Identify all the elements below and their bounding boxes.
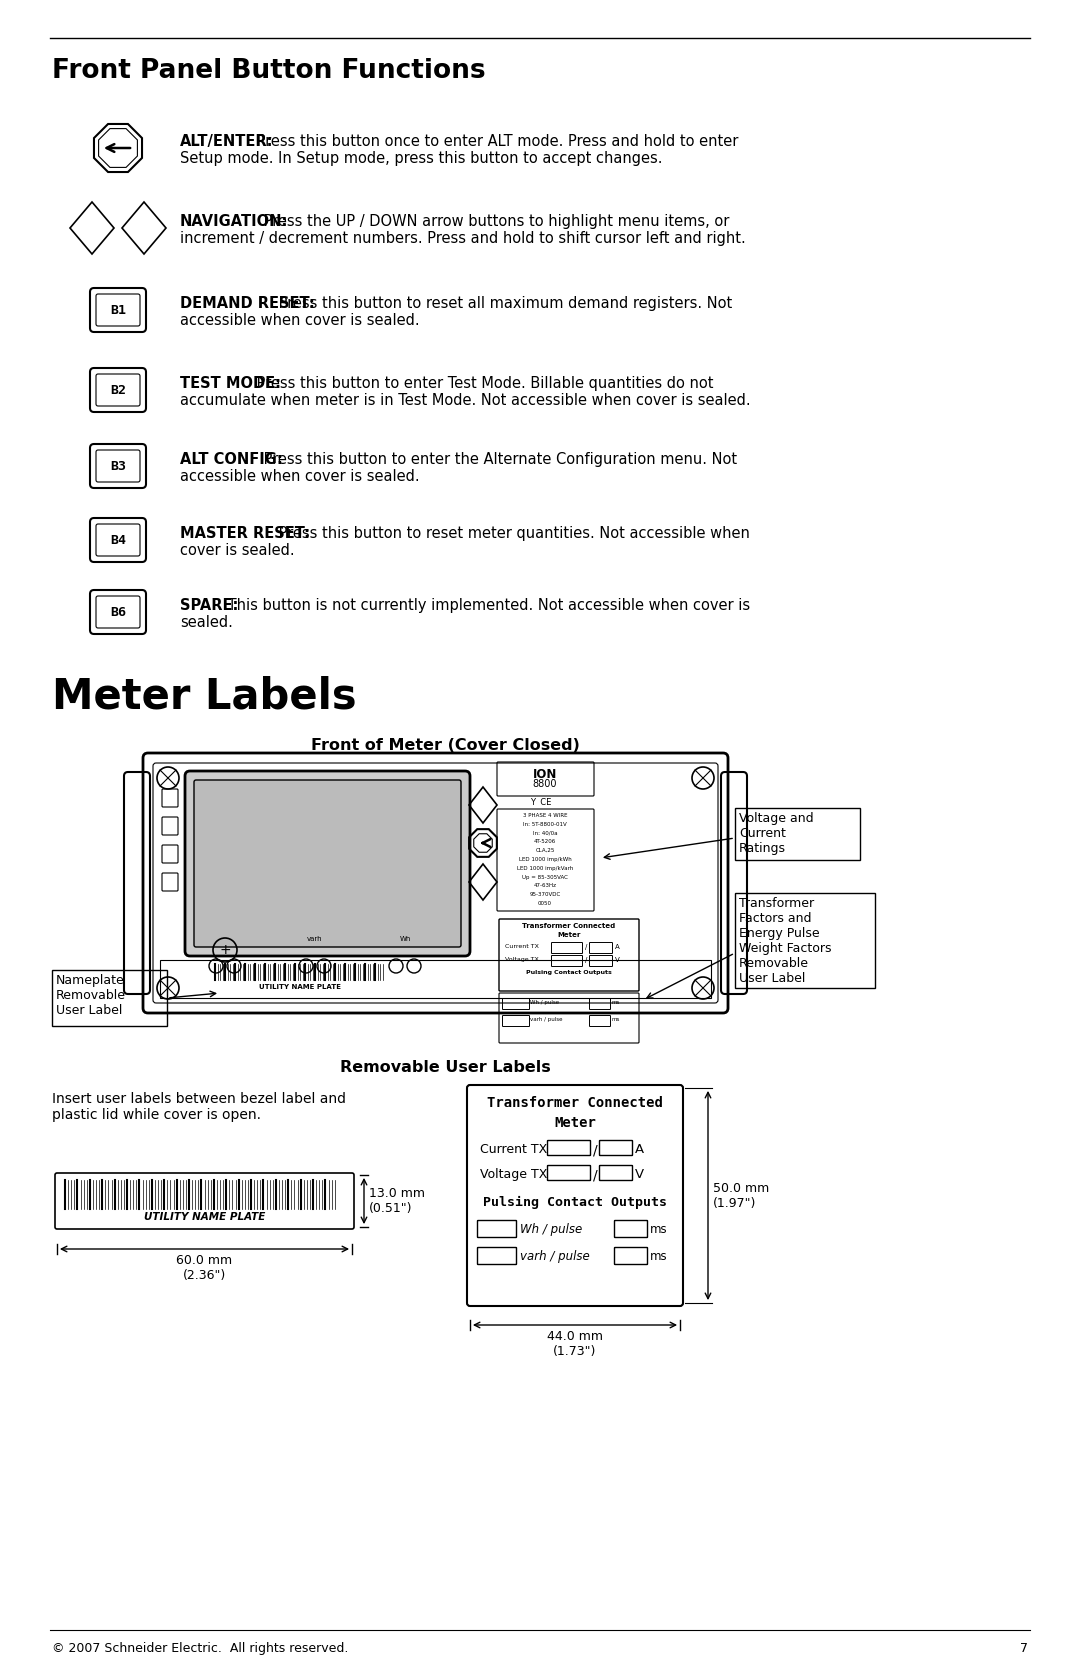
Text: In: 40/0a: In: 40/0a — [532, 831, 557, 836]
Text: +: + — [219, 943, 231, 956]
Text: MASTER RESET:: MASTER RESET: — [180, 526, 310, 541]
Bar — [160, 960, 711, 998]
Text: Voltage and
Current
Ratings: Voltage and Current Ratings — [739, 813, 813, 855]
Text: 47-63Hz: 47-63Hz — [534, 883, 556, 888]
Text: 4T-5206: 4T-5206 — [534, 840, 556, 845]
Text: UTILITY NAME PLATE: UTILITY NAME PLATE — [144, 1212, 266, 1222]
Bar — [52, 970, 167, 1026]
Text: © 2007 Schneider Electric.  All rights reserved.: © 2007 Schneider Electric. All rights re… — [52, 1642, 349, 1656]
Text: varh / pulse: varh / pulse — [530, 1016, 563, 1021]
Text: V: V — [635, 1168, 644, 1182]
Text: Removable User Labels: Removable User Labels — [339, 1060, 551, 1075]
Text: Front Panel Button Functions: Front Panel Button Functions — [52, 58, 486, 83]
Text: ms: ms — [650, 1250, 667, 1263]
Text: increment / decrement numbers. Press and hold to shift cursor left and right.: increment / decrement numbers. Press and… — [180, 230, 746, 245]
Text: NAVIGATION:: NAVIGATION: — [180, 214, 288, 229]
Text: 3 PHASE 4 WIRE: 3 PHASE 4 WIRE — [523, 813, 567, 818]
Text: B6: B6 — [110, 606, 126, 619]
Text: 50.0 mm
(1.97"): 50.0 mm (1.97") — [713, 1182, 769, 1210]
Text: UTILITY NAME PLATE: UTILITY NAME PLATE — [259, 985, 341, 990]
Text: Setup mode. In Setup mode, press this button to accept changes.: Setup mode. In Setup mode, press this bu… — [180, 150, 662, 165]
Text: A: A — [615, 945, 620, 950]
Text: 60.0 mm
(2.36"): 60.0 mm (2.36") — [176, 1253, 232, 1282]
Text: ALT CONFIG:: ALT CONFIG: — [180, 452, 283, 467]
Text: ms: ms — [612, 1000, 620, 1005]
Text: Press this button to reset meter quantities. Not accessible when: Press this button to reset meter quantit… — [273, 526, 750, 541]
Text: varh / pulse: varh / pulse — [519, 1250, 590, 1263]
Text: 44.0 mm
(1.73"): 44.0 mm (1.73") — [546, 1330, 603, 1359]
Text: /: / — [585, 956, 588, 963]
Text: Press this button once to enter ALT mode. Press and hold to enter: Press this button once to enter ALT mode… — [252, 134, 739, 149]
Text: LED 1000 imp/kVarh: LED 1000 imp/kVarh — [517, 866, 573, 871]
FancyBboxPatch shape — [194, 779, 461, 946]
Text: B4: B4 — [110, 534, 126, 546]
Text: Transformer Connected: Transformer Connected — [487, 1097, 663, 1110]
Text: accessible when cover is sealed.: accessible when cover is sealed. — [180, 314, 420, 329]
Text: Press this button to enter Test Mode. Billable quantities do not: Press this button to enter Test Mode. Bi… — [252, 376, 714, 391]
Text: Wh: Wh — [400, 936, 410, 941]
Text: accumulate when meter is in Test Mode. Not accessible when cover is sealed.: accumulate when meter is in Test Mode. N… — [180, 392, 751, 407]
Text: 0050: 0050 — [538, 901, 552, 906]
Text: Transformer
Factors and
Energy Pulse
Weight Factors
Removable
User Label: Transformer Factors and Energy Pulse Wei… — [739, 896, 832, 985]
Text: Meter: Meter — [557, 931, 581, 938]
Text: 8800: 8800 — [532, 779, 557, 789]
Text: cover is sealed.: cover is sealed. — [180, 542, 295, 557]
FancyBboxPatch shape — [185, 771, 470, 956]
Text: B1: B1 — [110, 304, 126, 317]
Text: Transformer Connected: Transformer Connected — [523, 923, 616, 930]
Text: Current TX: Current TX — [505, 945, 539, 950]
Text: /: / — [585, 945, 588, 950]
Text: Nameplate
Removable
User Label: Nameplate Removable User Label — [56, 975, 126, 1016]
Text: sealed.: sealed. — [180, 614, 233, 629]
Text: V: V — [615, 956, 620, 963]
Text: ms: ms — [612, 1016, 620, 1021]
Text: This button is not currently implemented. Not accessible when cover is: This button is not currently implemented… — [224, 598, 751, 613]
Text: In: 5T-8800-01V: In: 5T-8800-01V — [523, 821, 567, 826]
Text: Insert user labels between bezel label and
plastic lid while cover is open.: Insert user labels between bezel label a… — [52, 1092, 346, 1122]
Text: B2: B2 — [110, 384, 126, 397]
Text: ALT/ENTER:: ALT/ENTER: — [180, 134, 273, 149]
Text: B3: B3 — [110, 459, 126, 472]
Text: CLA,25: CLA,25 — [536, 848, 555, 853]
Text: Pulsing Contact Outputs: Pulsing Contact Outputs — [526, 970, 612, 975]
Text: TEST MODE:: TEST MODE: — [180, 376, 281, 391]
Text: Current TX: Current TX — [480, 1143, 548, 1157]
Text: ION: ION — [532, 768, 557, 781]
Text: /: / — [593, 1143, 597, 1157]
Text: Meter: Meter — [554, 1117, 596, 1130]
Text: Press this button to reset all maximum demand registers. Not: Press this button to reset all maximum d… — [273, 295, 732, 310]
Bar — [735, 893, 875, 988]
Text: varh: varh — [307, 936, 323, 941]
Text: A: A — [635, 1143, 644, 1157]
Text: Press this button to enter the Alternate Configuration menu. Not: Press this button to enter the Alternate… — [259, 452, 738, 467]
Text: Wh / pulse: Wh / pulse — [530, 1000, 559, 1005]
Text: Pulsing Contact Outputs: Pulsing Contact Outputs — [483, 1197, 667, 1208]
Text: Wh / pulse: Wh / pulse — [519, 1223, 582, 1237]
Text: LED 1000 imp/kWh: LED 1000 imp/kWh — [518, 856, 571, 861]
Text: Meter Labels: Meter Labels — [52, 674, 356, 718]
Text: SPARE:: SPARE: — [180, 598, 239, 613]
Bar — [735, 808, 860, 860]
Text: ms: ms — [650, 1223, 667, 1237]
Text: Voltage TX: Voltage TX — [480, 1168, 548, 1182]
Text: Voltage TX: Voltage TX — [505, 956, 539, 961]
Text: Press the UP / DOWN arrow buttons to highlight menu items, or: Press the UP / DOWN arrow buttons to hig… — [259, 214, 730, 229]
Text: Up = 85-305VAC: Up = 85-305VAC — [522, 875, 568, 880]
Text: DEMAND RESET:: DEMAND RESET: — [180, 295, 314, 310]
Text: Front of Meter (Cover Closed): Front of Meter (Cover Closed) — [311, 738, 580, 753]
Text: /: / — [593, 1168, 597, 1182]
Text: Y  CE: Y CE — [530, 798, 552, 808]
Text: accessible when cover is sealed.: accessible when cover is sealed. — [180, 469, 420, 484]
Text: 7: 7 — [1020, 1642, 1028, 1656]
Text: 95-370VDC: 95-370VDC — [529, 893, 561, 898]
Text: 13.0 mm
(0.51"): 13.0 mm (0.51") — [369, 1187, 426, 1215]
